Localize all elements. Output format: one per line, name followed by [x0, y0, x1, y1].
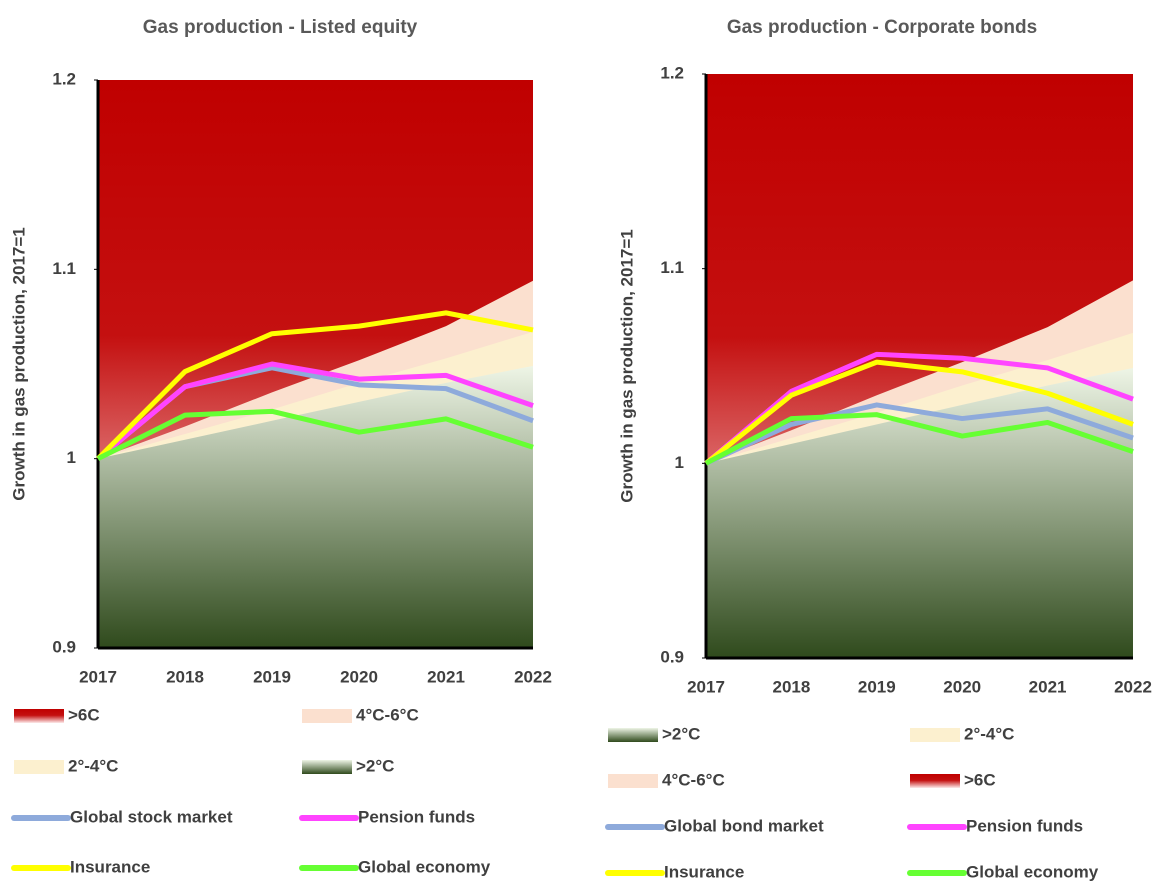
chart-title: Gas production - Corporate bonds: [727, 17, 1037, 38]
x-tick-label: 2020: [340, 667, 378, 686]
legend-label: >6C: [68, 705, 100, 724]
legend-swatch: [910, 774, 960, 788]
band-layer: [706, 367, 1133, 658]
legend-label: Global economy: [358, 857, 491, 876]
legend-swatch: [302, 760, 352, 774]
legend-label: Global stock market: [70, 807, 233, 826]
legend-label: >6C: [964, 770, 996, 789]
y-tick-label: 1: [67, 448, 76, 467]
legend-label: Global bond market: [664, 816, 824, 835]
band-area: [706, 367, 1133, 658]
x-tick-label: 2022: [514, 667, 552, 686]
x-tick-label: 2017: [79, 667, 117, 686]
legend-label: 4°C-6°C: [356, 705, 419, 724]
legend-swatch: [608, 774, 658, 788]
legend-label: 4°C-6°C: [662, 770, 725, 789]
x-tick-label: 2019: [253, 667, 291, 686]
y-tick-label: 1.2: [660, 63, 684, 82]
series-line: [96, 408, 534, 461]
legend-label: >2°C: [662, 724, 700, 743]
y-tick-label: 0.9: [52, 637, 76, 656]
series-line: [704, 359, 1134, 466]
legend-swatch: [302, 709, 352, 723]
x-tick-label: 2019: [858, 677, 896, 696]
series-line: [704, 412, 1134, 466]
legend-swatch: [910, 728, 960, 742]
series-line: [704, 351, 1134, 466]
x-tick-label: 2020: [943, 677, 981, 696]
y-tick-label: 1.2: [52, 69, 76, 88]
x-tick-label: 2017: [687, 677, 725, 696]
legend-label: Pension funds: [966, 816, 1083, 835]
legend-label: Pension funds: [358, 807, 475, 826]
legend-label: 2°-4°C: [964, 724, 1014, 743]
legend-swatch: [14, 760, 64, 774]
y-tick-label: 1.1: [660, 258, 684, 277]
band-layer: [98, 365, 533, 648]
legend-swatch: [608, 728, 658, 742]
y-tick-label: 0.9: [660, 647, 684, 666]
y-axis-label: Growth in gas production, 2017=1: [617, 229, 636, 502]
x-tick-label: 2021: [1029, 677, 1067, 696]
legend-label: >2°C: [356, 756, 394, 775]
series-line: [96, 310, 534, 461]
y-tick-label: 1.1: [52, 259, 76, 278]
legend-label: 2°-4°C: [68, 756, 118, 775]
x-tick-label: 2021: [427, 667, 465, 686]
y-axis-label: Growth in gas production, 2017=1: [9, 227, 28, 500]
series-line: [96, 361, 534, 461]
band-area: [98, 365, 533, 648]
legend-swatch: [14, 709, 64, 723]
y-tick-label: 1: [675, 453, 684, 472]
legend-label: Global economy: [966, 862, 1099, 881]
chart-title: Gas production - Listed equity: [143, 17, 418, 38]
x-tick-label: 2018: [772, 677, 810, 696]
legend-label: Insurance: [70, 857, 150, 876]
legend-label: Insurance: [664, 862, 744, 881]
x-tick-label: 2022: [1114, 677, 1152, 696]
x-tick-label: 2018: [166, 667, 204, 686]
series-line: [704, 402, 1134, 466]
